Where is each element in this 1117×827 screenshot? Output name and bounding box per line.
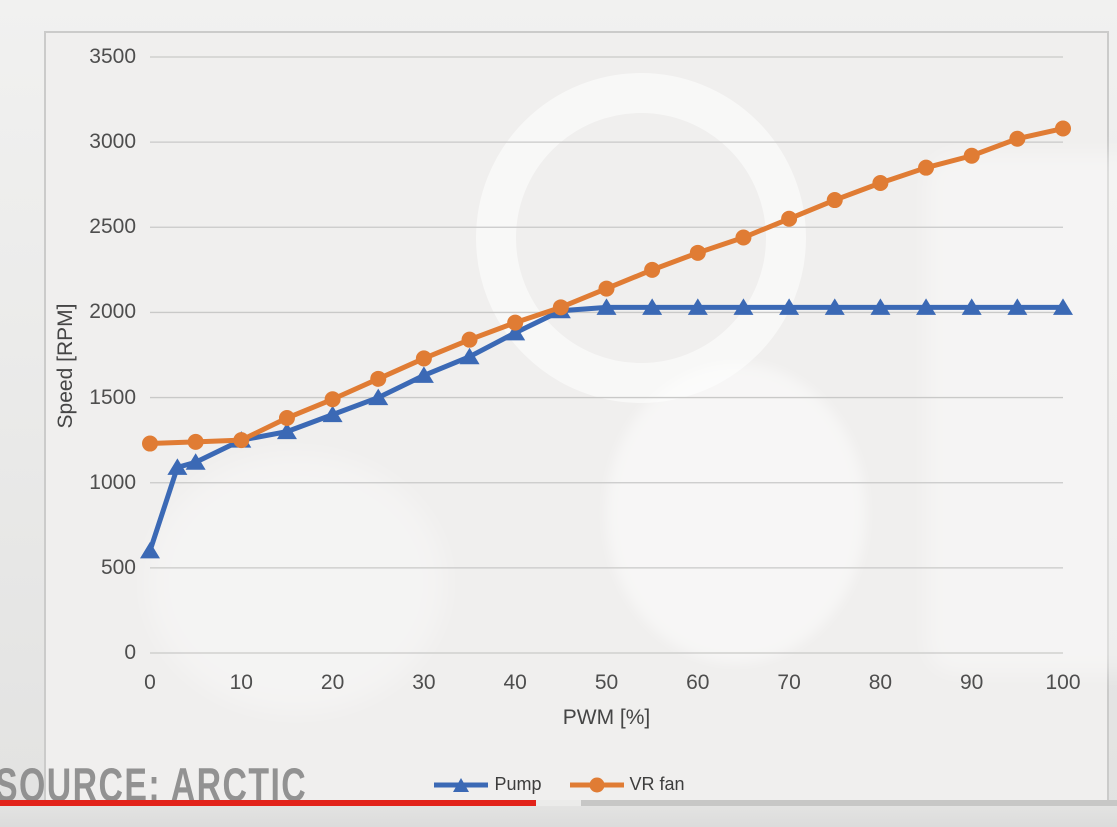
legend-item-pump: Pump	[432, 774, 542, 795]
x-axis-title: PWM [%]	[562, 706, 651, 729]
x-axis-tick-label: 50	[594, 671, 619, 694]
data-point-pump	[779, 298, 800, 315]
data-point-pump	[1053, 298, 1073, 315]
data-point-vr-fan	[461, 331, 478, 348]
legend-label-vrfan: VR fan	[629, 774, 685, 794]
data-point-vr-fan	[233, 432, 250, 449]
data-point-vr-fan	[187, 433, 204, 450]
y-axis-tick-label: 1000	[89, 470, 136, 494]
pump-line-marker-icon	[434, 777, 489, 792]
x-axis-tick-label: 10	[229, 671, 253, 694]
x-axis-tick-label: 60	[686, 671, 710, 694]
data-point-pump	[185, 453, 206, 470]
data-point-pump	[1007, 298, 1028, 315]
data-point-pump	[505, 323, 526, 341]
data-point-vr-fan	[552, 299, 569, 316]
data-point-vr-fan	[1009, 130, 1026, 147]
x-axis-tick-label: 20	[320, 671, 345, 694]
data-point-vr-fan	[872, 175, 889, 192]
y-axis-title: Speed [RPM]	[54, 303, 77, 429]
y-axis-tick-label: 500	[100, 555, 136, 579]
x-axis-tick-label: 70	[777, 671, 801, 694]
video-progress-buffer	[536, 800, 581, 806]
x-axis-tick-label: 90	[960, 671, 984, 694]
y-axis-tick-label: 3500	[89, 45, 136, 68]
data-point-pump	[824, 298, 845, 315]
legend-label-pump: Pump	[494, 774, 542, 794]
x-axis-tick-label: 80	[868, 671, 893, 694]
data-point-vr-fan	[918, 159, 935, 176]
x-axis-tick-label: 40	[503, 671, 527, 694]
data-point-pump	[368, 388, 389, 406]
y-axis-tick-label: 2500	[89, 215, 136, 239]
data-point-pump	[140, 541, 160, 559]
video-progress-played	[0, 800, 537, 806]
data-point-vr-fan	[324, 391, 341, 408]
y-axis-tick-label: 3000	[89, 130, 136, 154]
data-point-pump	[916, 298, 937, 315]
data-point-pump	[596, 298, 617, 315]
player-bottom-strip	[0, 806, 1117, 827]
data-point-vr-fan	[415, 350, 432, 367]
data-point-pump	[642, 298, 663, 315]
data-point-vr-fan	[1055, 120, 1071, 137]
data-point-vr-fan	[644, 261, 661, 278]
data-point-vr-fan	[507, 314, 524, 331]
data-point-vr-fan	[689, 244, 706, 261]
data-point-vr-fan	[826, 192, 843, 209]
y-axis-tick-label: 1500	[89, 385, 136, 409]
data-point-vr-fan	[963, 147, 980, 164]
x-axis-tick-label: 30	[412, 671, 436, 694]
y-axis-tick-label: 2000	[89, 300, 136, 324]
data-point-pump	[687, 298, 708, 315]
chart-legend: Pump VR fan	[0, 774, 1117, 795]
data-point-vr-fan	[278, 410, 295, 427]
series-line-pump	[147, 304, 1066, 554]
data-point-pump	[276, 422, 297, 440]
data-point-vr-fan	[142, 435, 158, 452]
data-point-pump	[961, 298, 982, 315]
data-point-pump	[733, 298, 754, 315]
x-axis-tick-label: 100	[1045, 671, 1081, 694]
data-point-pump	[459, 347, 480, 365]
data-point-pump	[870, 298, 891, 315]
x-axis-tick-label: 0	[144, 671, 156, 694]
y-axis-tick-label: 0	[124, 641, 136, 664]
video-progress-bar[interactable]	[0, 800, 1117, 806]
data-point-vr-fan	[370, 370, 387, 387]
data-point-pump	[167, 458, 188, 475]
data-point-pump	[413, 366, 434, 383]
legend-item-vrfan: VR fan	[568, 774, 685, 795]
data-point-vr-fan	[598, 280, 615, 297]
data-point-vr-fan	[781, 210, 798, 227]
data-point-vr-fan	[735, 229, 752, 246]
vrfan-line-marker-icon	[569, 777, 624, 792]
data-point-pump	[322, 405, 343, 423]
